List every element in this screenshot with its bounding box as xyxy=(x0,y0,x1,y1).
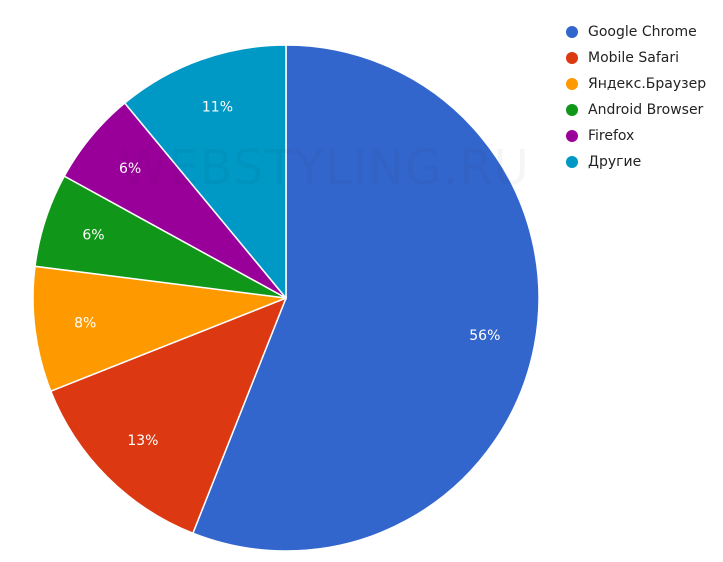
legend-label-firefox: Firefox xyxy=(588,128,635,144)
legend-label-mobile-safari: Mobile Safari xyxy=(588,50,679,66)
legend-label-other: Другие xyxy=(588,154,642,170)
pie-slice-3 xyxy=(32,265,287,393)
legend: Google Chrome Mobile Safari Яндекс.Брауз… xyxy=(566,19,722,175)
legend-item-firefox: Firefox xyxy=(566,123,722,149)
legend-item-mobile-safari: Mobile Safari xyxy=(566,45,722,71)
legend-item-android-browser: Android Browser xyxy=(566,97,722,123)
legend-item-yandex-browser: Яндекс.Браузер xyxy=(566,71,722,97)
legend-item-other: Другие xyxy=(566,149,722,175)
legend-marker-android-browser xyxy=(566,104,578,116)
legend-marker-firefox xyxy=(566,130,578,142)
pie-label-5: 6% xyxy=(119,161,141,177)
pie-slice-2 xyxy=(49,296,288,535)
legend-label-yandex-browser: Яндекс.Браузер xyxy=(588,76,707,92)
legend-marker-google-chrome xyxy=(566,26,578,38)
pie-label-4: 6% xyxy=(82,227,104,243)
pie-label-6: 11% xyxy=(202,100,233,116)
pie-label-2: 13% xyxy=(127,433,158,449)
pie-slice-6 xyxy=(123,44,287,301)
pie-label-3: 8% xyxy=(74,315,96,331)
legend-label-android-browser: Android Browser xyxy=(588,102,704,118)
legend-marker-yandex-browser xyxy=(566,78,578,90)
pie-label-1: 56% xyxy=(469,328,500,344)
legend-marker-mobile-safari xyxy=(566,52,578,64)
legend-item-google-chrome: Google Chrome xyxy=(566,19,722,45)
legend-label-google-chrome: Google Chrome xyxy=(588,24,697,40)
pie-slice-1 xyxy=(191,44,540,552)
legend-marker-other xyxy=(566,156,578,168)
